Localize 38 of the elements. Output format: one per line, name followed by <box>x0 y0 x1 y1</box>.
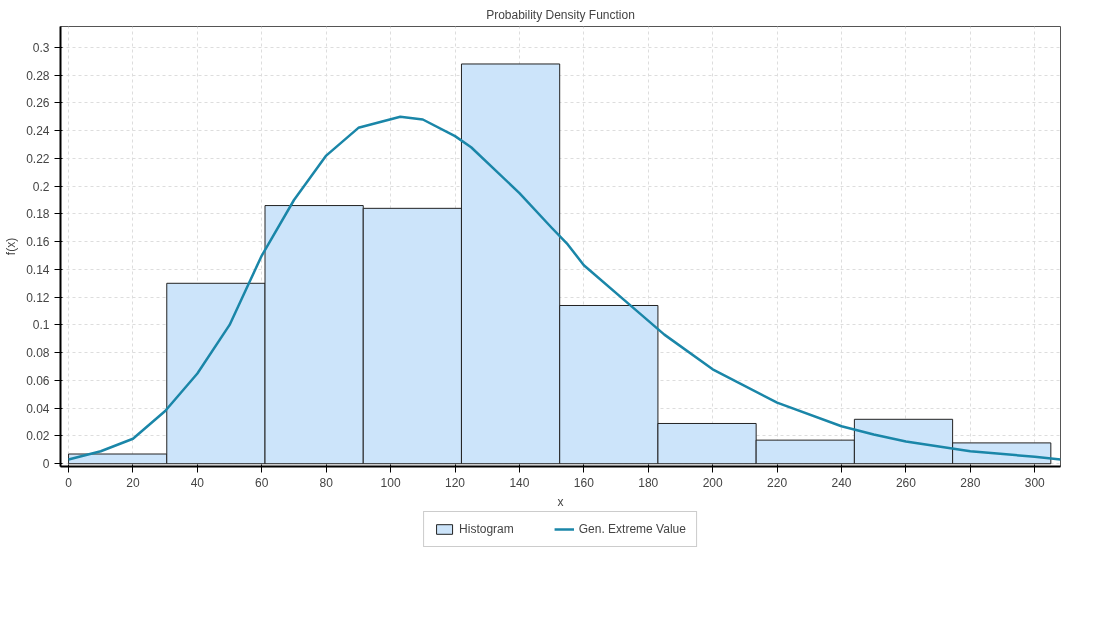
x-axis-title: x <box>557 494 564 509</box>
x-tick-label: 120 <box>445 475 466 490</box>
y-tick-label: 0.2 <box>32 179 50 194</box>
y-tick-label: 0.24 <box>26 124 50 139</box>
x-tick-label: 100 <box>380 475 401 490</box>
x-tick-label: 220 <box>767 475 788 490</box>
x-tick-label: 180 <box>638 475 659 490</box>
y-tick-label: 0.12 <box>26 290 50 305</box>
x-tick-label: 60 <box>255 475 269 490</box>
y-tick-label: 0.04 <box>26 401 50 416</box>
chart-title: Probability Density Function <box>486 7 635 22</box>
y-tick-label: 0.3 <box>32 40 50 55</box>
x-tick-label: 160 <box>573 475 595 490</box>
y-tick-label: 0.26 <box>26 96 50 111</box>
x-tick-label: 260 <box>895 475 917 490</box>
y-tick-label: 0 <box>42 457 50 472</box>
x-tick-label: 40 <box>190 475 205 490</box>
y-tick-label: 0.16 <box>26 235 50 250</box>
y-tick-label: 0.18 <box>26 207 50 222</box>
x-tick-label: 140 <box>509 475 530 490</box>
y-tick-label: 0.14 <box>26 262 50 277</box>
x-tick-label: 20 <box>126 475 140 490</box>
x-tick-label: 80 <box>319 475 334 490</box>
legend-label: Gen. Extreme Value <box>578 522 686 536</box>
y-tick-label: 0.22 <box>26 151 50 166</box>
y-tick-label: 0.08 <box>26 346 50 361</box>
legend-label: Histogram <box>459 522 514 536</box>
y-axis-title: f(x) <box>4 237 19 256</box>
x-tick-label: 280 <box>960 475 981 490</box>
y-tick-label: 0.02 <box>26 429 50 444</box>
x-tick-label: 300 <box>1024 475 1046 490</box>
x-tick-label: 240 <box>831 475 852 490</box>
x-tick-label: 0 <box>65 475 73 490</box>
y-tick-label: 0.06 <box>26 373 50 388</box>
y-tick-label: 0.1 <box>32 318 50 333</box>
y-tick-label: 0.28 <box>26 68 50 83</box>
x-tick-label: 200 <box>702 475 724 490</box>
line-series <box>67 115 1061 461</box>
